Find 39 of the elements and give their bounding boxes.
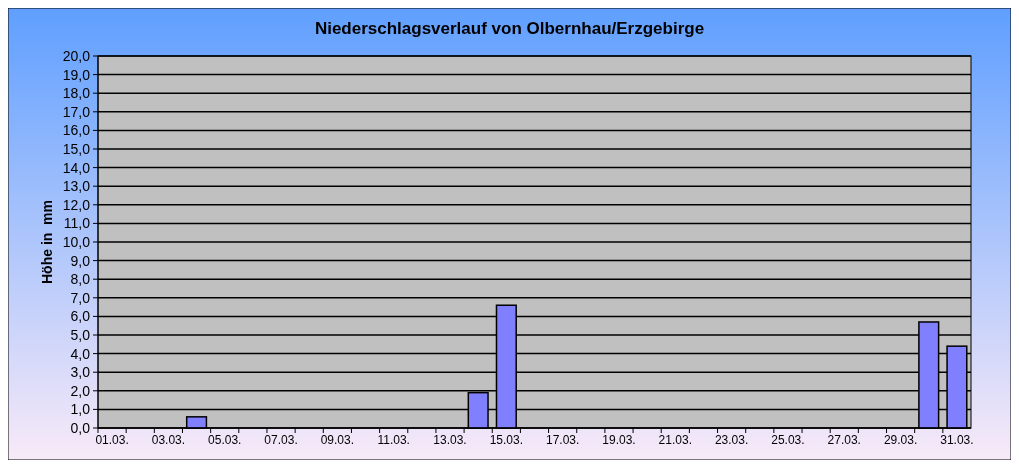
y-tick-label: 4,0 xyxy=(70,345,91,362)
x-tick-label: 11.03. xyxy=(377,433,410,447)
y-tick-label: 9,0 xyxy=(70,252,91,269)
x-tick-label: 17.03. xyxy=(545,433,580,447)
y-tick-label: 15,0 xyxy=(62,140,91,157)
y-tick-label: 11,0 xyxy=(63,215,91,232)
x-tick-label: 21.03. xyxy=(658,433,692,447)
x-tick-label: 23.03. xyxy=(714,433,749,447)
y-tick-label: 16,0 xyxy=(62,122,91,139)
x-tick-label: 31.03. xyxy=(940,433,974,447)
y-tick-label: 14,0 xyxy=(62,159,91,176)
x-tick-label: 09.03. xyxy=(320,433,355,447)
x-tick-label: 25.03. xyxy=(771,433,805,447)
x-tick-label: 19.03. xyxy=(602,433,636,447)
y-tick-label: 20,0 xyxy=(62,47,91,64)
y-tick-label: 17,0 xyxy=(62,103,91,120)
y-tick-label: 18,0 xyxy=(62,85,91,102)
x-tick-label: 13.03. xyxy=(433,433,467,447)
y-tick-label: 13,0 xyxy=(62,178,91,195)
x-tick-label: 27.03. xyxy=(827,433,861,447)
y-tick-label: 1,0 xyxy=(70,401,91,418)
y-tick-label: 7,0 xyxy=(70,289,91,306)
x-tick-label: 01.03. xyxy=(95,433,129,447)
x-tick-label: 15.03. xyxy=(489,433,524,447)
y-tick-label: 19,0 xyxy=(62,66,91,83)
y-tick-label: 2,0 xyxy=(70,382,91,399)
x-tick-label: 29.03. xyxy=(883,433,918,447)
chart-title: Niederschlagsverlauf von Olbernhau/Erzgebirge xyxy=(314,19,705,38)
y-axis-title: Höhe in mm xyxy=(39,199,55,285)
y-tick-label: 5,0 xyxy=(70,326,91,343)
y-tick-label: 3,0 xyxy=(70,364,91,381)
y-tick-label: 8,0 xyxy=(70,271,91,288)
x-tick-label: 05.03. xyxy=(208,433,242,447)
y-tick-label: 6,0 xyxy=(70,308,91,325)
x-tick-label: 03.03. xyxy=(151,433,186,447)
y-tick-label: 12,0 xyxy=(62,196,91,213)
y-tick-label: 10,0 xyxy=(62,233,91,250)
x-tick-label: 07.03. xyxy=(264,433,298,447)
y-tick-label: 0,0 xyxy=(70,419,91,436)
